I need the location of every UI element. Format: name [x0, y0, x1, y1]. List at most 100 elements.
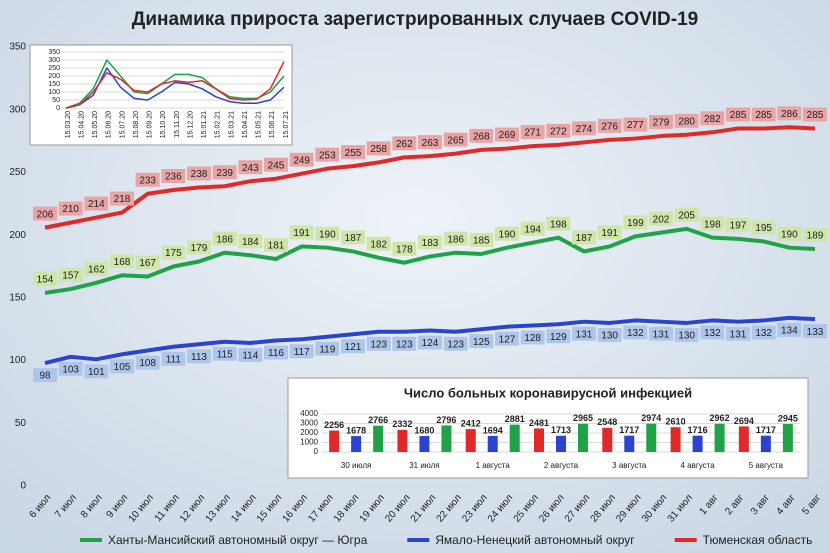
- bar: [624, 435, 635, 452]
- data-label: 285: [730, 110, 747, 121]
- data-label-box: [418, 335, 442, 350]
- y-tick-label: 200: [9, 230, 26, 241]
- y-tick-label: 350: [48, 49, 60, 56]
- x-tick-label: 15.11.20: [174, 111, 181, 138]
- data-label: 101: [88, 367, 105, 378]
- y-tick-label: 2000: [300, 428, 318, 437]
- data-label: 2766: [368, 415, 388, 425]
- series-line: [65, 59, 285, 109]
- data-label: 111: [166, 354, 182, 365]
- y-tick-label: 0: [314, 447, 319, 456]
- y-tick-label: 100: [48, 89, 60, 96]
- data-label: 189: [807, 231, 824, 242]
- data-label: 105: [114, 362, 131, 373]
- data-label: 187: [345, 233, 362, 244]
- data-label-box: [777, 226, 802, 241]
- data-label: 157: [62, 271, 79, 282]
- bar: [373, 425, 384, 452]
- data-label: 2974: [641, 413, 661, 423]
- data-label-box: [572, 121, 596, 136]
- data-label: 2481: [529, 418, 549, 428]
- data-label-box: [212, 165, 237, 180]
- bar: [646, 423, 657, 452]
- data-label: 125: [473, 337, 490, 348]
- data-label-box: [649, 211, 673, 226]
- data-label-box: [161, 168, 186, 183]
- data-label: 185: [473, 236, 490, 247]
- data-label: 98: [39, 371, 51, 382]
- data-label: 132: [704, 328, 721, 339]
- data-label-box: [135, 255, 160, 270]
- bar: [602, 427, 613, 452]
- bar: [441, 425, 452, 452]
- data-label-box: [597, 327, 622, 342]
- data-label: 277: [627, 120, 644, 131]
- bar: [534, 428, 544, 452]
- y-tick-label: 0: [20, 481, 26, 492]
- data-label: 119: [319, 344, 335, 355]
- y-tick-label: 100: [9, 355, 26, 366]
- data-label-box: [84, 261, 109, 276]
- data-label: 132: [627, 328, 644, 339]
- data-label-box: [495, 127, 519, 142]
- data-label: 239: [216, 168, 233, 179]
- y-tick-label: 50: [52, 97, 60, 104]
- data-label-box: [238, 348, 263, 363]
- x-tick-label: 15.06.21: [269, 111, 276, 138]
- data-label: 195: [755, 223, 772, 234]
- data-label-box: [803, 107, 827, 122]
- data-label: 191: [601, 228, 618, 239]
- data-label-box: [366, 336, 391, 351]
- data-label: 1694: [483, 425, 503, 435]
- data-label: 2881: [505, 414, 525, 424]
- data-label-box: [777, 106, 802, 121]
- data-label-box: [135, 172, 160, 187]
- data-label-box: [495, 226, 519, 241]
- data-label: 198: [704, 219, 721, 230]
- data-label-box: [110, 359, 134, 374]
- data-label-box: [264, 157, 288, 172]
- data-label: 1717: [756, 425, 776, 435]
- series-line: [44, 315, 816, 366]
- legend-label: Ямало-Ненецкий автономный округ: [435, 533, 635, 547]
- y-tick-label: 0: [56, 105, 60, 112]
- data-label-box: [597, 225, 622, 240]
- data-label: 286: [781, 109, 798, 120]
- data-label-box: [264, 237, 288, 252]
- data-label: 243: [242, 163, 259, 174]
- data-label: 108: [139, 358, 156, 369]
- data-label: 236: [165, 172, 182, 183]
- series-line: [65, 61, 285, 109]
- data-label: 2332: [392, 419, 412, 429]
- legend-label: Ханты-Мансийский автономный округ — Югра: [108, 533, 368, 547]
- data-label: 2256: [324, 420, 344, 430]
- data-label-box: [572, 326, 596, 341]
- bar: [465, 429, 476, 452]
- data-label: 198: [550, 219, 567, 230]
- data-label-box: [520, 125, 545, 140]
- data-label: 179: [191, 243, 208, 254]
- data-label-box: [289, 225, 314, 240]
- x-tick-label: 15.04.20: [78, 111, 85, 138]
- x-tick-label: 15.06.20: [106, 111, 113, 138]
- bar: [782, 424, 793, 452]
- bar: [556, 435, 566, 452]
- data-label-box: [392, 241, 417, 256]
- data-label: 113: [191, 352, 207, 363]
- data-label-box: [366, 141, 391, 156]
- data-label-box: [212, 346, 237, 361]
- data-label-box: [700, 216, 725, 231]
- data-label: 123: [396, 339, 413, 350]
- data-label-box: [469, 128, 494, 143]
- data-label: 1716: [688, 425, 708, 435]
- data-label: 2610: [666, 417, 686, 427]
- data-label-box: [315, 226, 340, 241]
- data-label-box: [289, 344, 314, 359]
- data-label-box: [341, 230, 365, 245]
- data-label: 190: [499, 229, 516, 240]
- x-tick-label: 15.02.21: [215, 111, 222, 138]
- data-label: 117: [294, 347, 310, 358]
- data-label: 130: [678, 331, 695, 342]
- data-label: 263: [422, 138, 439, 149]
- data-label-box: [443, 231, 468, 246]
